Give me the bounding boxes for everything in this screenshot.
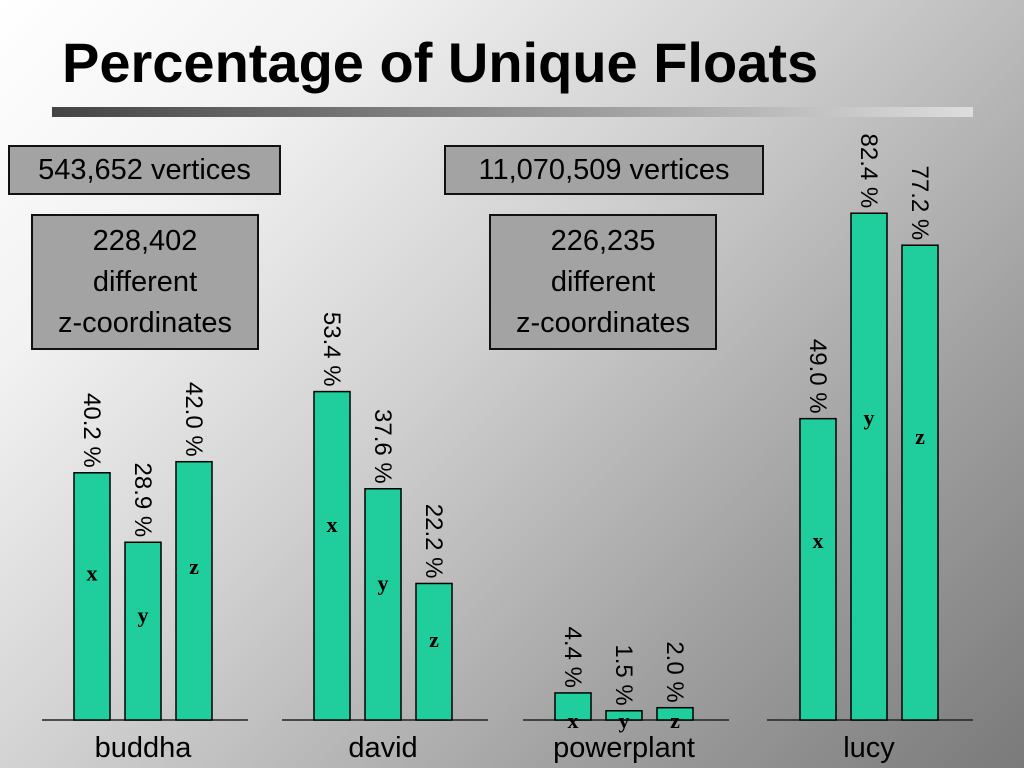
value-label-lucy-x: 49.0 % [804,339,831,414]
series-letter-powerplant-x: x [568,708,579,733]
different-coords-box-left: 228,402 different z-coordinates [31,214,259,350]
category-label-david: david [348,732,417,764]
category-label-powerplant: powerplant [553,732,695,764]
series-letter-lucy-z: z [915,424,925,449]
value-label-powerplant-y: 1.5 % [610,644,637,705]
value-label-lucy-y: 82.4 % [855,134,882,209]
vertices-box-left: 543,652 vertices [8,145,281,195]
bar-lucy-x [799,417,837,721]
value-label-lucy-z: 77.2 % [906,166,933,241]
bar-buddha-x [73,472,111,721]
series-letter-buddha-x: x [87,561,98,586]
slide-title: Percentage of Unique Floats [62,31,819,94]
bar-david-x [313,390,351,721]
series-letter-powerplant-y: y [619,708,630,733]
different-label: different [550,265,656,298]
bar-powerplant-x [554,692,592,721]
bar-buddha-y [124,541,162,721]
series-letter-david-x: x [327,512,338,537]
different-count: 226,235 [550,224,656,257]
bar-lucy-z [901,244,939,721]
bar-powerplant-z [656,706,694,721]
value-label-david-y: 37.6 % [369,409,396,484]
series-letter-lucy-y: y [864,405,875,430]
series-letter-david-y: y [378,570,389,595]
category-label-buddha: buddha [95,732,193,764]
series-letter-david-z: z [429,627,439,652]
different-label: different [92,265,198,298]
category-label-lucy: lucy [843,732,895,764]
value-label-powerplant-z: 2.0 % [661,641,688,702]
title-underline [52,107,973,117]
bar-david-z [415,582,453,721]
value-label-buddha-y: 28.9 % [129,463,156,538]
series-letter-buddha-y: y [138,602,149,627]
bar-buddha-z [175,460,213,721]
coordinate-label: z-coordinates [57,306,233,339]
value-label-powerplant-x: 4.4 % [559,627,586,688]
series-letter-powerplant-z: z [670,708,680,733]
series-letter-lucy-x: x [813,528,824,553]
vertices-box-right: 11,070,509 vertices [444,145,764,195]
different-coords-box-right: 226,235 different z-coordinates [489,214,717,350]
bar-lucy-y [850,212,888,721]
coordinate-label: z-coordinates [515,306,691,339]
value-label-david-x: 53.4 % [318,312,345,387]
different-count: 228,402 [92,224,198,257]
bar-powerplant-y [605,710,643,721]
bar-david-y [364,488,402,721]
value-label-david-z: 22.2 % [420,504,447,579]
series-letter-buddha-z: z [189,554,199,579]
value-label-buddha-x: 40.2 % [78,393,105,468]
value-label-buddha-z: 42.0 % [180,382,207,457]
